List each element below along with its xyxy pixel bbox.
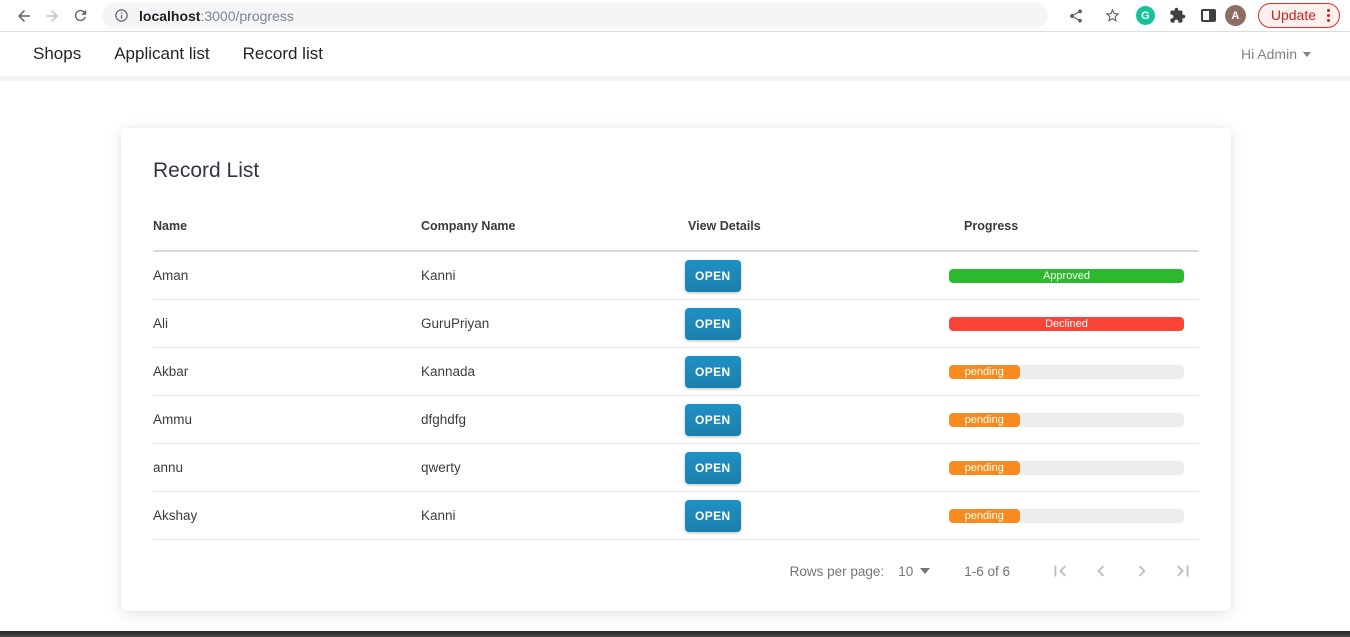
page-info-icon	[115, 9, 128, 22]
side-panel-icon	[1200, 9, 1216, 22]
reload-icon	[74, 9, 86, 22]
progress-track: Approved	[949, 268, 1184, 283]
rows-per-page-value: 10	[898, 563, 914, 579]
rows-per-page-select[interactable]: 10	[898, 563, 931, 579]
progress-fill: pending	[949, 364, 1020, 379]
table-row: annu qwerty OPEN pending	[153, 444, 1199, 492]
last-page-button[interactable]	[1171, 559, 1195, 583]
column-header-name: Name	[153, 218, 188, 233]
back-button[interactable]	[10, 2, 38, 30]
extensions-button[interactable]	[1164, 2, 1192, 30]
rows-per-page-label: Rows per page:	[789, 563, 885, 579]
star-icon	[1105, 8, 1120, 22]
record-name: Ali	[153, 316, 169, 331]
progress-track: pending	[949, 460, 1184, 475]
user-menu[interactable]: Hi Admin	[1241, 46, 1311, 62]
record-company: dfghdfg	[421, 412, 467, 427]
open-button[interactable]: OPEN	[685, 307, 741, 340]
table-row: Aman Kanni OPEN Approved	[153, 252, 1199, 300]
forward-arrow-icon	[46, 9, 58, 22]
record-company: qwerty	[421, 460, 461, 475]
column-header-company: Company Name	[421, 218, 516, 233]
update-label: Update	[1270, 7, 1316, 23]
record-name: annu	[153, 460, 184, 475]
open-button[interactable]: OPEN	[685, 499, 741, 532]
open-button[interactable]: OPEN	[685, 403, 741, 436]
nav-item-shops[interactable]: Shops	[33, 44, 82, 63]
browser-menu-icon[interactable]	[1324, 8, 1333, 22]
side-panel-button[interactable]	[1200, 9, 1216, 22]
record-name: Akbar	[153, 364, 189, 379]
record-company: Kanni	[421, 508, 456, 523]
record-name: Aman	[153, 268, 189, 283]
record-company: Kanni	[421, 268, 456, 283]
progress-track: Declined	[949, 316, 1184, 331]
open-button[interactable]: OPEN	[685, 259, 741, 292]
progress-fill: Approved	[949, 268, 1184, 283]
table-row: Ali GuruPriyan OPEN Declined	[153, 300, 1199, 348]
last-page-icon	[1177, 565, 1189, 577]
nav-item-applicant-list[interactable]: Applicant list	[114, 44, 210, 63]
app-navbar: Shops Applicant list Record list Hi Admi…	[0, 32, 1350, 81]
column-header-view-details: View Details	[688, 218, 761, 233]
nav-item-record-list[interactable]: Record list	[242, 44, 323, 63]
page-title: Record List	[153, 159, 260, 182]
table-row: Akbar Kannada OPEN pending	[153, 348, 1199, 396]
progress-track: pending	[949, 508, 1184, 523]
table-header-row: Name Company Name View Details Progress	[153, 201, 1199, 252]
progress-fill: pending	[949, 412, 1020, 427]
chevron-down-icon	[920, 568, 931, 574]
progress-track: pending	[949, 412, 1184, 427]
table-row: Ammu dfghdfg OPEN pending	[153, 396, 1199, 444]
bookmark-button[interactable]	[1099, 2, 1127, 30]
window-bottom-edge	[0, 631, 1350, 637]
open-button[interactable]: OPEN	[685, 355, 741, 388]
table-pagination: Rows per page: 10 1-6 of 6	[153, 540, 1199, 602]
pagination-range: 1-6 of 6	[964, 563, 1010, 579]
open-button[interactable]: OPEN	[685, 451, 741, 484]
user-menu-label: Hi Admin	[1240, 46, 1297, 62]
first-page-button[interactable]	[1048, 559, 1072, 583]
profile-avatar[interactable]: A	[1224, 5, 1246, 26]
first-page-icon	[1054, 565, 1066, 577]
address-bar[interactable]: localhost:3000/progress	[102, 3, 1048, 28]
record-company: GuruPriyan	[421, 316, 490, 331]
table-row: Akshay Kanni OPEN pending	[153, 492, 1199, 540]
browser-chrome: localhost:3000/progress G A Update	[0, 0, 1350, 32]
previous-page-button[interactable]	[1089, 559, 1113, 583]
chevron-left-icon	[1097, 565, 1105, 577]
progress-fill: Declined	[949, 316, 1184, 331]
reload-button[interactable]	[66, 2, 94, 30]
page-content: Record List Name Company Name View Detai…	[0, 81, 1350, 626]
share-button[interactable]	[1062, 2, 1090, 30]
grammarly-extension-icon[interactable]: G	[1135, 6, 1155, 25]
chevron-down-icon	[1303, 51, 1311, 57]
record-name: Akshay	[153, 508, 198, 523]
next-page-button[interactable]	[1130, 559, 1154, 583]
record-company: Kannada	[421, 364, 476, 379]
record-name: Ammu	[153, 412, 193, 427]
progress-fill: pending	[949, 460, 1020, 475]
progress-fill: pending	[949, 508, 1020, 523]
chrome-update-button[interactable]: Update	[1257, 3, 1340, 28]
forward-button[interactable]	[38, 2, 66, 30]
chevron-right-icon	[1138, 565, 1146, 577]
share-icon	[1069, 8, 1082, 23]
back-arrow-icon	[18, 9, 30, 22]
column-header-progress: Progress	[964, 218, 1019, 233]
puzzle-icon	[1170, 7, 1186, 23]
record-list-card: Record List Name Company Name View Detai…	[121, 128, 1231, 611]
progress-track: pending	[949, 364, 1184, 379]
url-text: localhost:3000/progress	[139, 7, 294, 24]
